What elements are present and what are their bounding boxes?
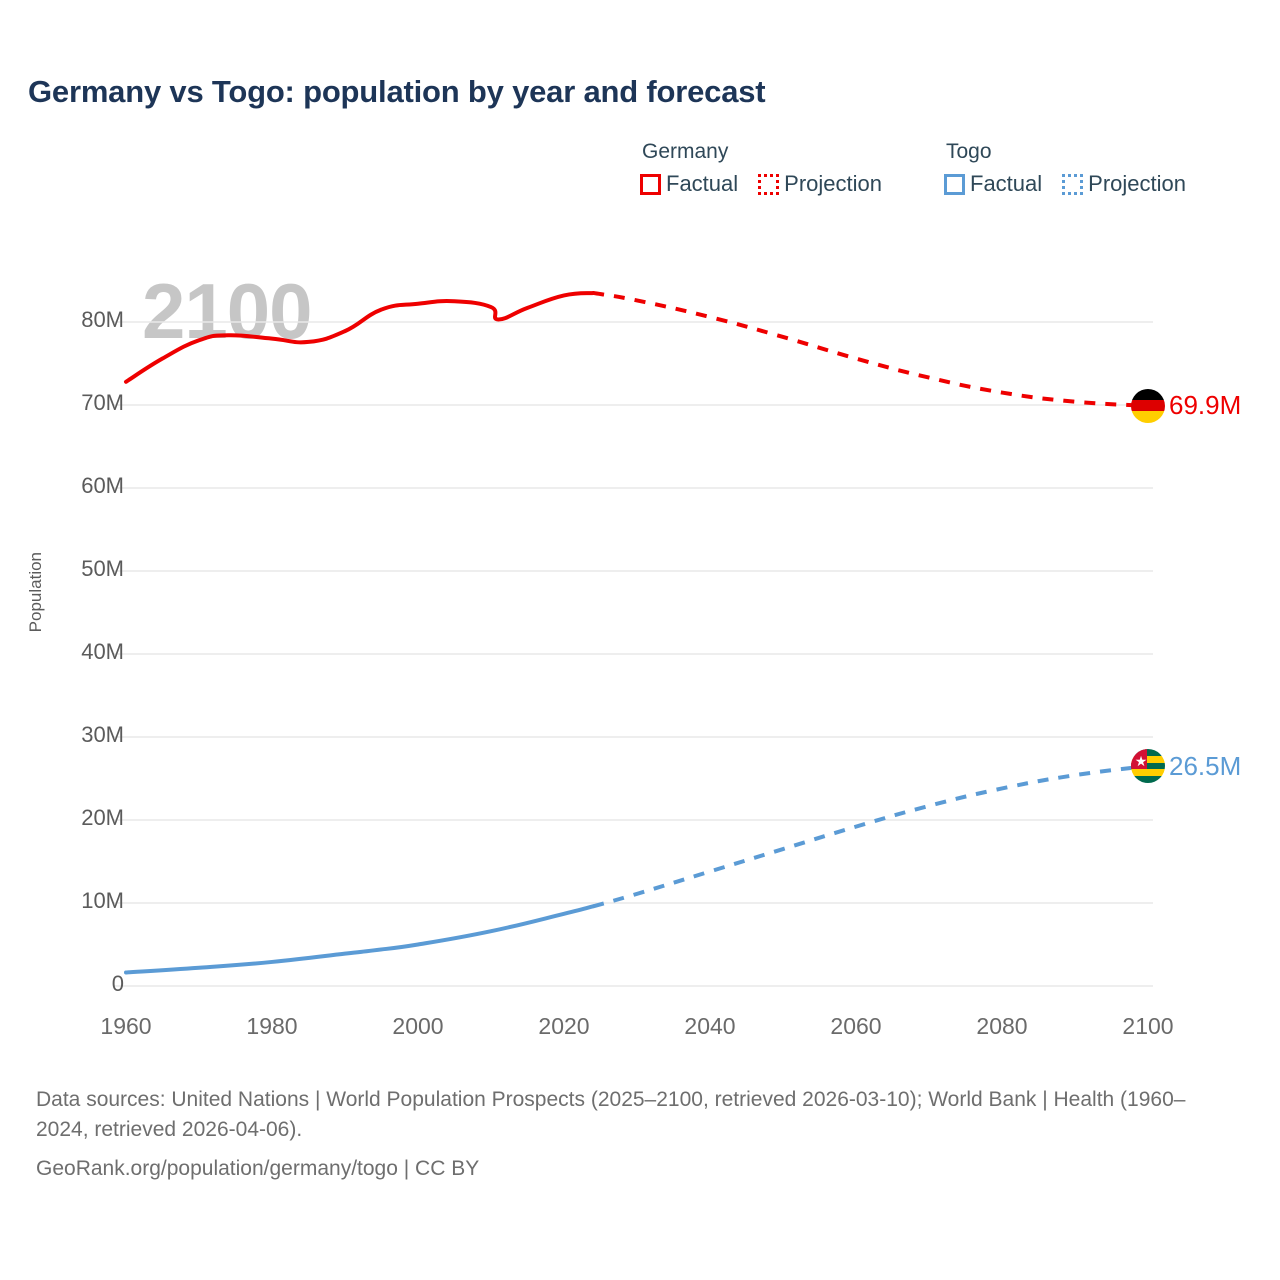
- y-axis-tick: 30M: [52, 722, 124, 748]
- germany-flag-icon: [1131, 388, 1165, 423]
- legend-item-label: Projection: [1088, 171, 1186, 196]
- y-axis-tick-label: 60M: [81, 473, 124, 498]
- legend-swatch-solid-icon: [640, 173, 661, 195]
- y-axis-tick-label: 10M: [81, 888, 124, 913]
- x-axis-tick-label: 2080: [976, 1013, 1028, 1039]
- y-axis-tick-label: 80M: [81, 307, 124, 332]
- legend-items-germany: Factual Projection: [640, 171, 882, 197]
- endpoint-marker-togo[interactable]: ★ 26.5M: [1131, 749, 1242, 784]
- legend-item-label: Projection: [784, 171, 882, 196]
- y-axis-tick-label: 70M: [81, 390, 124, 415]
- chart-legend: Germany Factual Projection Togo Factual: [640, 140, 1186, 197]
- series-line-factual-germany: [124, 290, 596, 384]
- y-axis-tick-label: 50M: [81, 556, 124, 581]
- y-axis-tick: 40M: [52, 639, 124, 665]
- legend-item-label: Factual: [666, 171, 739, 196]
- y-axis-tick-label: 20M: [81, 805, 124, 830]
- legend-item-germany-factual[interactable]: Factual: [640, 171, 738, 197]
- series-line-projection-germany: [592, 290, 1149, 408]
- y-axis-tick-label: 30M: [81, 722, 124, 747]
- page-title: Germany vs Togo: population by year and …: [28, 74, 766, 109]
- y-axis-tick: 10M: [52, 888, 124, 914]
- legend-item-germany-projection[interactable]: Projection: [758, 171, 882, 197]
- legend-swatch-dotted-icon: [1062, 173, 1084, 195]
- legend-group-germany: Germany Factual Projection: [640, 140, 882, 197]
- x-axis-tick-label: 2040: [684, 1013, 736, 1039]
- legend-group-togo: Togo Factual Projection: [944, 140, 1186, 197]
- endpoint-value-germany: 69.9M: [1169, 390, 1242, 421]
- endpoint-marker-germany[interactable]: 69.9M: [1131, 388, 1242, 423]
- y-axis-tick: 80M: [52, 307, 124, 333]
- series-line-factual-togo: [124, 904, 596, 975]
- x-axis-tick-label: 2060: [830, 1013, 882, 1039]
- y-axis-tick: 60M: [52, 473, 124, 499]
- series-line-projection-togo: [592, 764, 1149, 909]
- togo-flag-icon: ★: [1131, 749, 1165, 784]
- y-axis-tick: 70M: [52, 390, 124, 416]
- footer: Data sources: United Nations | World Pop…: [36, 1085, 1236, 1184]
- x-axis-tick-label: 2000: [392, 1013, 444, 1039]
- legend-group-title-togo: Togo: [946, 140, 992, 163]
- x-axis-tick-label: 2100: [1122, 1013, 1174, 1039]
- legend-item-label: Factual: [970, 171, 1043, 196]
- y-axis-tick: 20M: [52, 805, 124, 831]
- footer-sources: Data sources: United Nations | World Pop…: [36, 1088, 1186, 1142]
- legend-items-togo: Factual Projection: [944, 171, 1186, 197]
- endpoint-value-togo: 26.5M: [1169, 750, 1242, 781]
- legend-swatch-solid-icon: [944, 173, 965, 195]
- legend-group-title-germany: Germany: [642, 140, 729, 163]
- y-axis-tick: 50M: [52, 556, 124, 582]
- x-axis-tick-label: 1960: [100, 1013, 152, 1039]
- y-axis-tick-label: 40M: [81, 639, 124, 664]
- legend-item-togo-projection[interactable]: Projection: [1062, 171, 1186, 197]
- y-axis-tick-label: 0: [111, 971, 124, 996]
- x-axis-tick-label: 2020: [538, 1013, 590, 1039]
- y-axis-tick: 0: [52, 971, 124, 997]
- legend-item-togo-factual[interactable]: Factual: [944, 171, 1042, 197]
- footer-attribution[interactable]: GeoRank.org/population/germany/togo | CC…: [36, 1156, 480, 1180]
- x-axis-tick-label: 1980: [246, 1013, 298, 1039]
- legend-swatch-dotted-icon: [758, 173, 780, 195]
